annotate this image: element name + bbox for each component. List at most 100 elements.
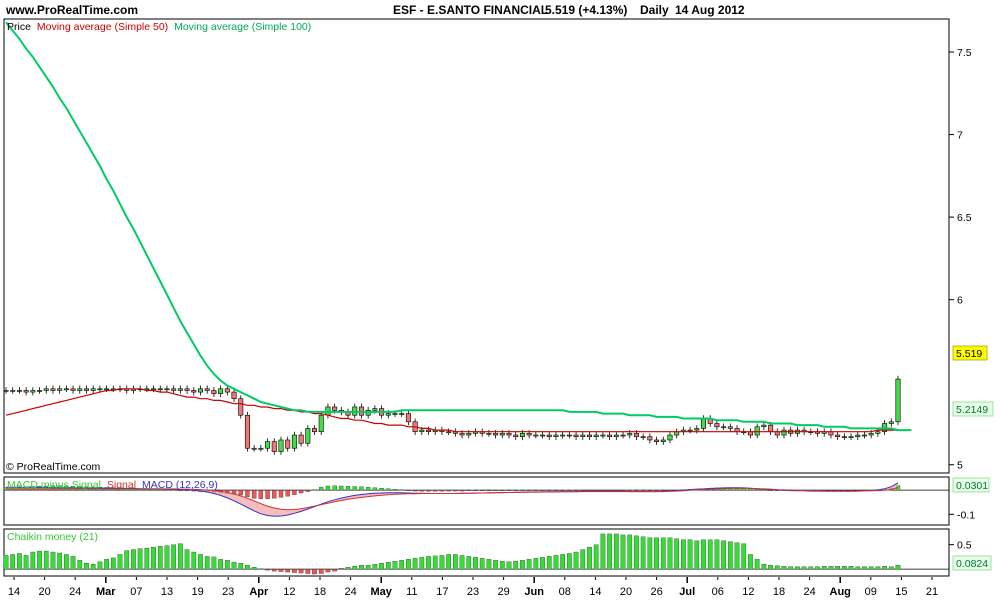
- candle-body: [868, 433, 874, 436]
- chaikin-bar: [506, 561, 512, 570]
- x-tick-label: 06: [712, 586, 724, 598]
- chaikin-bar: [795, 566, 800, 570]
- x-tick-label: 14: [589, 586, 601, 598]
- macd-hist-bar: [540, 489, 545, 491]
- price-tick-label: 7.5: [957, 47, 972, 59]
- macd-hist-bar: [359, 486, 364, 491]
- price-panel: 7.5 7 6.5 6 5 Price Moving average (Simple 5…: [3, 18, 994, 474]
- macd-legend-hist: MACD minus Signal: [7, 479, 101, 491]
- chaikin-bar: [459, 555, 465, 570]
- chaikin-bar: [70, 556, 76, 570]
- x-tick-label: 19: [191, 586, 203, 598]
- chaikin-bar: [768, 565, 773, 570]
- candle-body: [499, 433, 505, 436]
- macd-hist-bar: [419, 489, 424, 492]
- chaikin-bar: [734, 542, 740, 570]
- price-candles: [3, 375, 901, 455]
- x-tick-label: 09: [865, 586, 877, 598]
- macd-hist-bar: [446, 489, 451, 492]
- macd-legend: MACD minus Signal Signal MACD (12,26,9): [7, 479, 218, 491]
- macd-hist-bar: [755, 488, 760, 491]
- x-tick-label: 17: [436, 586, 448, 598]
- chaikin-bar: [157, 545, 163, 570]
- chaikin-bar: [191, 551, 197, 570]
- candle-body: [566, 434, 572, 437]
- chaikin-bar: [707, 539, 713, 570]
- chaikin-bars: [3, 533, 901, 575]
- candle-body: [244, 414, 250, 449]
- chaikin-bar: [513, 561, 519, 570]
- chaikin-bar: [379, 563, 384, 570]
- macd-hist-bar: [493, 489, 498, 491]
- x-tick-label: 29: [497, 586, 509, 598]
- chaikin-bar: [640, 536, 646, 570]
- price-tick-label: 6.5: [957, 212, 972, 224]
- candle-body: [781, 429, 787, 436]
- chaikin-bar: [332, 568, 337, 572]
- macd-plot-frame: [3, 476, 950, 526]
- candle-body: [540, 434, 546, 437]
- chaikin-bar: [882, 566, 887, 570]
- candle-body: [104, 388, 110, 391]
- x-tick-label: Jun: [524, 586, 544, 598]
- chaikin-bar: [841, 566, 847, 570]
- macd-hist-bar: [426, 489, 431, 492]
- macd-hist-bar: [319, 487, 324, 491]
- candle-body: [593, 434, 599, 437]
- chaikin-value-label: 0.0824: [956, 558, 988, 570]
- chaikin-bar: [90, 564, 96, 570]
- candle-body: [620, 434, 626, 437]
- candle-body: [640, 436, 646, 438]
- chaikin-bar: [144, 547, 150, 570]
- candle-body: [835, 434, 841, 437]
- macd-hist-bar: [345, 486, 351, 491]
- candle-body: [586, 434, 592, 437]
- candle-body: [526, 433, 532, 436]
- macd-hist-bar: [399, 489, 404, 491]
- candle-body: [533, 434, 539, 437]
- candle-body: [83, 388, 89, 391]
- chaikin-bar: [211, 556, 217, 570]
- chaikin-bar: [325, 568, 331, 573]
- candle-body: [278, 439, 284, 452]
- chaikin-tick-label: 0.5: [957, 540, 972, 552]
- chaikin-bar: [473, 557, 478, 570]
- chaikin-bar: [439, 555, 445, 570]
- macd-hist-bar: [547, 489, 552, 491]
- chaikin-bar: [265, 568, 270, 571]
- candle-body: [405, 413, 411, 423]
- macd-hist-bar: [379, 488, 384, 491]
- chaikin-bar: [774, 565, 780, 570]
- macd-hist-bar: [178, 489, 183, 491]
- price-legend: Price Moving average (Simple 50) Moving …: [7, 21, 311, 33]
- candle-body: [580, 434, 586, 437]
- macd-hist-bar: [392, 488, 398, 491]
- chaikin-bar: [721, 540, 726, 570]
- chaikin-bar: [43, 550, 49, 570]
- chaikin-bar: [245, 565, 250, 570]
- price-tick-label: 6: [957, 295, 963, 307]
- candle-body: [848, 436, 854, 438]
- legend-ma50: Moving average (Simple 50): [37, 21, 168, 33]
- macd-hist-bar: [761, 489, 767, 491]
- macd-hist-bar: [654, 489, 659, 491]
- chaikin-bar: [164, 545, 170, 570]
- x-tick-label: 24: [69, 586, 81, 598]
- chaikin-bar: [385, 562, 391, 570]
- candle-body: [493, 433, 499, 436]
- last-price-label: 5.519: [956, 348, 982, 360]
- x-tick-label: 21: [926, 586, 938, 598]
- ma-value-box: [952, 401, 994, 417]
- chaikin-bar: [788, 566, 794, 570]
- chaikin-bar: [23, 555, 29, 570]
- candle-body: [633, 433, 639, 437]
- chaikin-bar: [365, 565, 371, 570]
- chaikin-bar: [84, 563, 89, 570]
- macd-hist-bar: [265, 489, 270, 499]
- chaikin-bar: [741, 543, 747, 570]
- candle-body: [50, 388, 56, 391]
- chaikin-bar: [667, 537, 673, 570]
- chaikin-bar: [271, 568, 277, 572]
- chaikin-bar: [151, 546, 156, 570]
